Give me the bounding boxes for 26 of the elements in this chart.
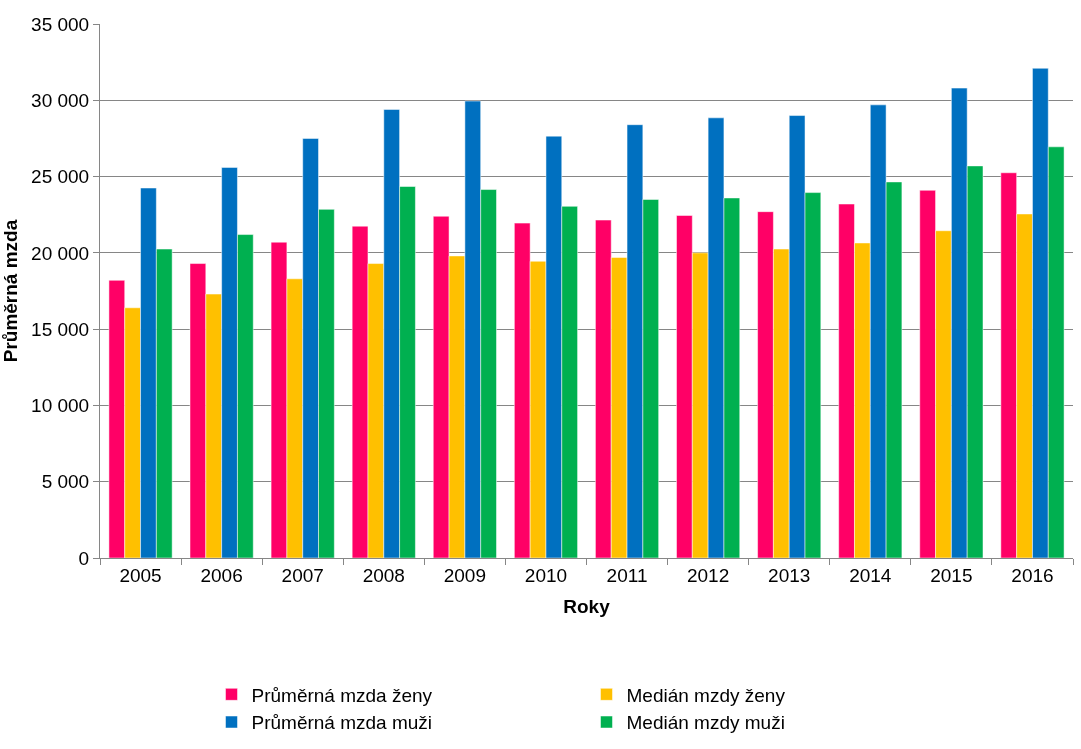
x-tick-label: 2008	[362, 564, 405, 586]
x-tick-label: 2015	[930, 564, 973, 586]
x-tick-label: 2010	[524, 564, 568, 586]
y-tick-label: 35 000	[31, 13, 90, 35]
x-tick-label: 2007	[281, 564, 324, 586]
y-tick-label: 15 000	[31, 318, 90, 340]
legend-label: Průměrná mzda ženy	[251, 684, 433, 706]
x-tick-label: 2012	[686, 564, 730, 586]
y-tick-label: 10 000	[31, 395, 90, 417]
x-tick-label: 2014	[849, 564, 892, 586]
x-tick-label: 2005	[119, 564, 162, 586]
x-tick-label: 2013	[768, 564, 811, 586]
legend-label: Medián mzdy ženy	[626, 684, 786, 706]
y-tick-label: 0	[78, 547, 90, 569]
y-tick-label: 20 000	[31, 242, 90, 264]
legend-label: Průměrná mzda muži	[251, 712, 433, 734]
x-tick-label: 2009	[443, 564, 487, 586]
x-tick-label: 2016	[1011, 564, 1054, 586]
x-tick-label: 2011	[606, 564, 648, 586]
y-tick-label: 30 000	[31, 89, 90, 111]
legend-label: Medián mzdy muži	[626, 712, 785, 734]
y-tick-label: 5 000	[41, 471, 90, 493]
x-tick-label: 2006	[200, 564, 243, 586]
y-axis-title: Průměrná mzda	[0, 219, 21, 363]
x-axis-title: Roky	[563, 595, 611, 617]
y-tick-label: 25 000	[31, 166, 90, 188]
